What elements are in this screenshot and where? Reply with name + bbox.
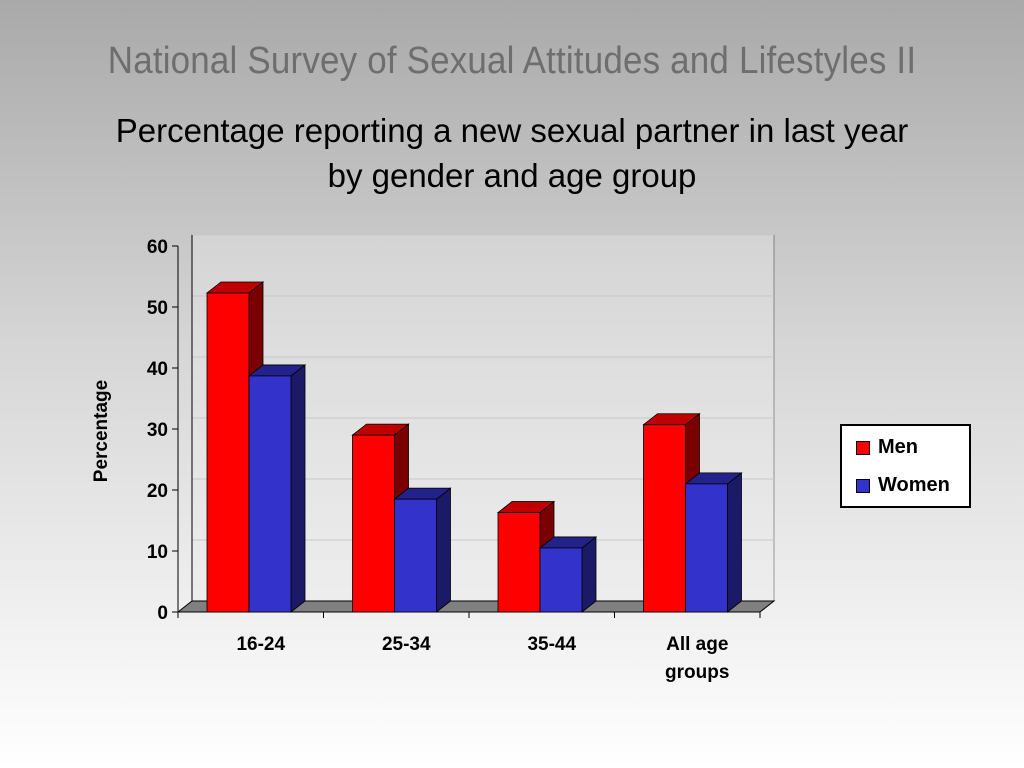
bars — [205, 281, 743, 613]
legend-item-men: Men — [856, 436, 918, 459]
x-tick-label: groups — [665, 662, 729, 683]
legend-label-women: Women — [878, 474, 950, 496]
slide-title: National Survey of Sexual Attitudes and … — [107, 40, 917, 82]
bar-front — [248, 375, 292, 613]
bar-front — [539, 547, 583, 613]
chart-title: Percentage reporting a new sexual partne… — [115, 112, 909, 194]
bar-front — [394, 498, 437, 613]
legend-swatch-women — [856, 478, 870, 493]
bar-front — [497, 512, 541, 613]
y-tick-label: 30 — [147, 420, 168, 441]
tick-labels: 0 10 20 30 40 50 60 16-24 25-34 35-44 All age group… — [147, 237, 730, 683]
bar-front — [206, 292, 250, 613]
bar-front — [352, 434, 395, 613]
bar-women — [538, 536, 598, 613]
y-tick-label: 50 — [147, 298, 168, 319]
x-tick-label: 25-34 — [382, 634, 431, 655]
x-tick-label: All age — [666, 634, 728, 655]
legend-item-women: Women — [856, 474, 950, 497]
y-tick-label: 10 — [147, 542, 168, 563]
y-tick-label: 40 — [147, 359, 168, 380]
bar-side — [727, 472, 742, 613]
bar-front — [643, 424, 686, 613]
bar-side — [581, 536, 597, 613]
bar-women — [247, 364, 307, 613]
bar-front — [685, 483, 728, 613]
bar-women — [393, 487, 452, 613]
bar-side — [290, 364, 306, 613]
legend: Men Women — [840, 424, 971, 508]
y-tick-label: 60 — [147, 237, 168, 258]
legend-label-men: Men — [878, 436, 918, 458]
legend-swatch-men — [856, 440, 870, 455]
x-tick-label: 35-44 — [527, 634, 576, 655]
bar-women — [684, 472, 743, 613]
y-tick-label: 20 — [147, 481, 168, 502]
bar-side — [436, 487, 451, 613]
y-tick-label: 0 — [157, 603, 168, 624]
y-axis-label: Percentage — [91, 380, 112, 482]
x-tick-label: 16-24 — [236, 634, 285, 655]
